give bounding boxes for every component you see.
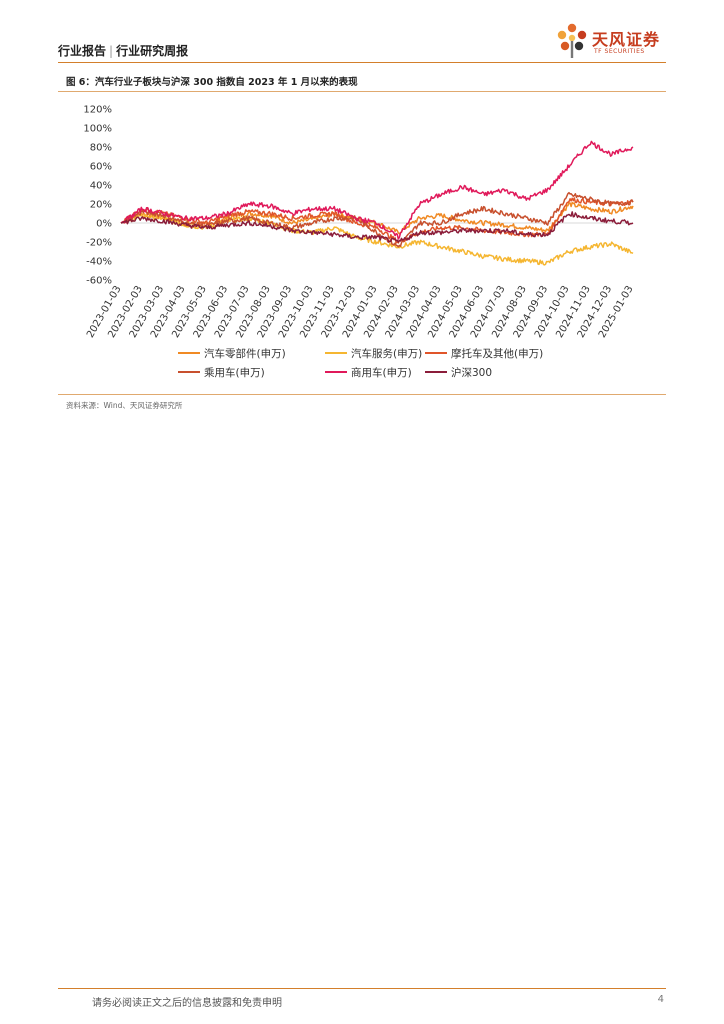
y-tick-label: 100% xyxy=(83,124,112,135)
report-header: 行业报告 | 行业研究周报 xyxy=(58,42,188,59)
company-logo: 天风证券 TF SECURITIES xyxy=(554,22,666,60)
series-line xyxy=(120,197,634,244)
y-tick-label: -40% xyxy=(86,257,112,268)
logo-subtext: TF SECURITIES xyxy=(594,48,645,55)
y-tick-label: 60% xyxy=(90,162,112,173)
figure-title: 图 6：汽车行业子板块与沪深 300 指数自 2023 年 1 月以来的表现 xyxy=(66,77,358,88)
figure-source: 资料来源：Wind、天风证券研究所 xyxy=(66,401,183,410)
y-tick-label: 80% xyxy=(90,143,112,154)
page-number: 4 xyxy=(657,994,664,1005)
legend-label: 摩托车及其他(申万) xyxy=(451,347,543,360)
header-divider xyxy=(58,62,666,63)
y-tick-label: -20% xyxy=(86,238,112,249)
report-type: 行业报告 xyxy=(58,44,107,58)
y-tick-label: -60% xyxy=(86,276,112,287)
series-line xyxy=(120,211,634,243)
header-separator: | xyxy=(109,44,114,58)
y-tick-label: 0% xyxy=(96,219,112,230)
legend-label: 汽车零部件(申万) xyxy=(204,347,286,360)
line-chart: 120%100%80%60%40%20%0%-20%-40%-60%2023-0… xyxy=(83,105,635,380)
footer-disclaimer: 请务必阅读正文之后的信息披露和免责申明 xyxy=(92,998,282,1009)
figure-title-divider xyxy=(58,91,666,92)
y-tick-label: 120% xyxy=(83,105,112,116)
series-line xyxy=(120,140,634,240)
series-line xyxy=(120,213,634,266)
y-tick-label: 40% xyxy=(90,181,112,192)
logo-text: 天风证券 xyxy=(592,30,661,49)
legend-label: 沪深300 xyxy=(451,366,492,379)
y-tick-label: 20% xyxy=(90,200,112,211)
source-divider xyxy=(58,394,666,395)
footer-divider xyxy=(58,988,666,989)
legend-label: 汽车服务(申万) xyxy=(351,347,422,360)
legend-label: 商用车(申万) xyxy=(351,366,412,379)
report-subtype: 行业研究周报 xyxy=(116,44,189,58)
series-line xyxy=(120,191,634,248)
legend-label: 乘用车(申万) xyxy=(204,366,265,379)
flower-logo-icon xyxy=(557,23,587,58)
